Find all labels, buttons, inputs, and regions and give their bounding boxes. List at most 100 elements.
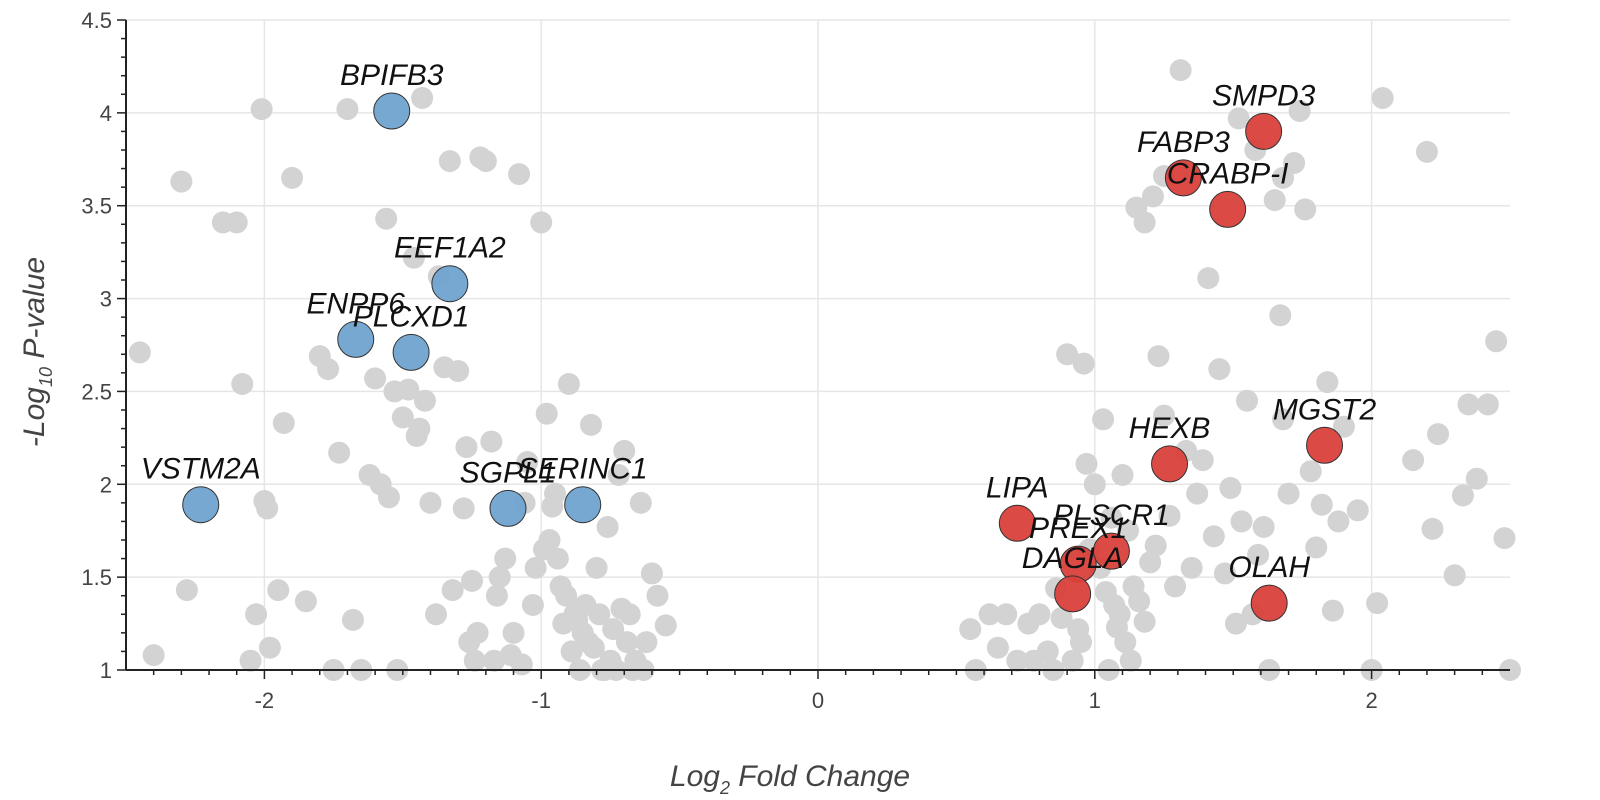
background-point (1451, 484, 1474, 507)
background-point (1224, 612, 1247, 635)
background-point (585, 556, 608, 579)
background-point (1141, 185, 1164, 208)
background-point (250, 98, 273, 121)
background-point (577, 631, 600, 654)
background-point (1310, 493, 1333, 516)
background-point (560, 640, 583, 663)
gene-label: SMPD3 (1212, 79, 1316, 112)
background-point (1227, 107, 1250, 130)
background-point (1346, 499, 1369, 522)
background-point (1327, 510, 1350, 533)
background-point (425, 603, 448, 626)
y-tick-label: 4 (100, 101, 112, 126)
background-point (530, 211, 553, 234)
background-point (1332, 415, 1355, 438)
background-point (1252, 516, 1275, 538)
background-point (1169, 59, 1192, 82)
background-point (225, 211, 248, 234)
x-tick-label: 1 (1089, 688, 1101, 713)
background-point (1092, 408, 1115, 431)
background-point (1028, 603, 1051, 626)
gene-point (998, 504, 1036, 542)
gene-label: SGPL1 (460, 456, 557, 489)
background-point (1288, 100, 1311, 122)
background-point (1147, 345, 1170, 368)
background-point (1305, 536, 1328, 559)
background-point (231, 373, 254, 395)
background-point (461, 569, 483, 592)
background-point (1072, 352, 1095, 375)
background-point (1415, 140, 1438, 163)
background-point (1056, 343, 1079, 366)
background-point (1050, 607, 1073, 629)
background-point (1321, 599, 1344, 622)
background-point (1213, 562, 1236, 585)
background-point (411, 87, 434, 109)
gene-point (182, 486, 220, 524)
gene-label: PLSCR1 (1053, 499, 1170, 532)
gene-label: EEF1A2 (394, 232, 506, 265)
background-point (635, 631, 658, 654)
background-point (1230, 510, 1253, 533)
gene-label: ENPP6 (307, 287, 406, 320)
gene-label: OLAH (1228, 551, 1310, 584)
y-tick-label: 4.5 (81, 8, 112, 33)
background-point (272, 412, 295, 434)
background-point (544, 482, 567, 505)
background-point (555, 584, 578, 607)
background-point (483, 649, 506, 672)
y-tick-label: 2 (100, 472, 112, 497)
background-point (535, 402, 558, 425)
background-point (1485, 330, 1508, 353)
gene-point (1164, 159, 1202, 197)
background-point (239, 649, 262, 672)
background-point (1117, 519, 1140, 542)
background-point (616, 631, 639, 654)
background-point (986, 636, 1009, 659)
background-point (317, 358, 340, 381)
background-point (978, 603, 1001, 626)
gene-label: MGST2 (1273, 393, 1377, 426)
background-point (1277, 482, 1300, 505)
gene-point (373, 92, 411, 130)
background-point (463, 649, 486, 672)
background-point (438, 150, 461, 173)
background-point (452, 497, 475, 520)
background-point (1402, 449, 1425, 472)
gene-point (489, 489, 527, 527)
background-point (1075, 452, 1098, 475)
background-points (128, 59, 1521, 681)
background-point (995, 603, 1018, 626)
background-point (1158, 504, 1181, 527)
gene-point (1092, 532, 1130, 570)
y-tick-labels: 1 1.5 2 2.5 3 3.5 4 4.5 (81, 8, 112, 683)
gene-label: PREX1 (1029, 512, 1127, 545)
background-point (646, 584, 669, 607)
background-point (959, 618, 982, 641)
background-point (1133, 211, 1156, 234)
background-point (488, 566, 511, 589)
background-point (258, 636, 281, 659)
background-point (1191, 449, 1214, 472)
gene-label: DAGLA (1022, 542, 1124, 575)
y-tick-label: 1 (100, 658, 112, 683)
background-point (1366, 592, 1389, 615)
background-point (1186, 482, 1209, 505)
background-point (1316, 371, 1339, 394)
background-point (245, 603, 268, 626)
background-point (1443, 564, 1466, 587)
background-point (557, 373, 580, 395)
background-point (1421, 517, 1444, 540)
x-tick-label: 0 (812, 688, 824, 713)
background-point (521, 594, 544, 616)
background-point (294, 590, 317, 613)
background-point (640, 562, 663, 585)
background-point (1219, 477, 1242, 499)
background-point (1457, 393, 1480, 416)
background-point (1371, 87, 1394, 109)
background-point (256, 497, 279, 520)
background-point (607, 464, 630, 486)
background-point (1114, 631, 1137, 654)
background-point (1247, 543, 1270, 566)
